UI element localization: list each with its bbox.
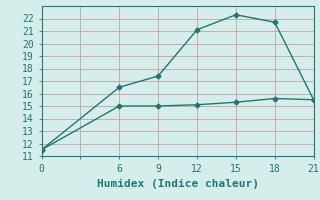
X-axis label: Humidex (Indice chaleur): Humidex (Indice chaleur) <box>97 179 259 189</box>
